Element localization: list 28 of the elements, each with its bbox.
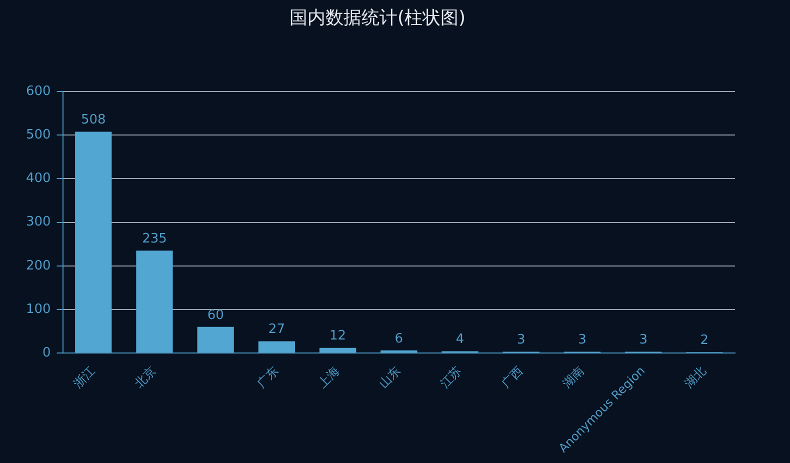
chart-title: 国内数据统计(柱状图) [289, 7, 466, 28]
data-label: 3 [639, 332, 648, 348]
data-label: 12 [330, 328, 346, 344]
x-tick-label: 北京 [132, 364, 159, 390]
x-tick-label: 山东 [376, 364, 404, 390]
data-label: 4 [456, 332, 464, 348]
data-label: 60 [207, 308, 224, 323]
data-label: 6 [394, 331, 404, 346]
y-tick-label: 200 [26, 258, 51, 274]
x-tick-label: 浙江 [70, 364, 98, 390]
y-tick-label: 300 [26, 214, 51, 230]
data-label: 2 [700, 333, 709, 348]
data-label: 3 [516, 332, 526, 348]
y-tick-label: 0 [42, 345, 51, 360]
y-tick-label: 100 [26, 302, 51, 317]
x-tick-label: 广西 [498, 364, 526, 390]
y-tick-label: 500 [26, 128, 51, 143]
x-tick-label: 上海 [315, 364, 342, 390]
data-label: 3 [578, 332, 586, 348]
y-tick-label: 400 [26, 171, 51, 186]
y-tick-label: 600 [26, 84, 51, 99]
x-tick-label: 江苏 [437, 364, 464, 390]
data-label: 235 [142, 232, 167, 247]
data-label: 27 [268, 322, 285, 338]
data-label: 508 [80, 112, 106, 128]
x-tick-label: 广东 [254, 364, 282, 390]
x-tick-label: 湖南 [560, 364, 587, 390]
x-tick-label: 湖北 [682, 364, 709, 390]
